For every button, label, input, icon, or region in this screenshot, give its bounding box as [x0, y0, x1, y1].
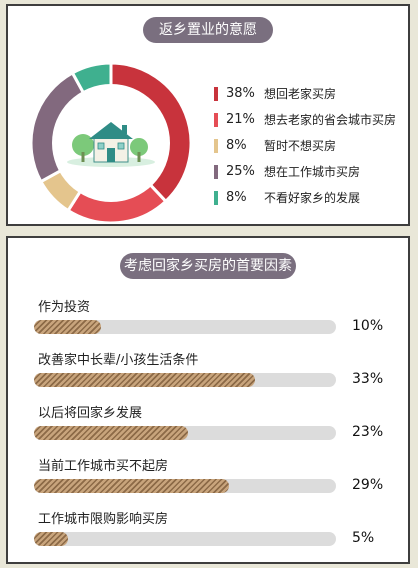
legend-label: 暂时不想买房 [264, 139, 337, 153]
legend-label: 不看好家乡的发展 [264, 191, 361, 205]
bar-category-label: 工作城市限购影响买房 [38, 512, 169, 527]
bar-fill [34, 373, 256, 387]
legend-label: 想回老家买房 [264, 87, 337, 101]
bar-category-label: 作为投资 [38, 300, 91, 315]
bar-fill [34, 426, 189, 440]
house-icon [67, 122, 155, 167]
bar-value-label: 23% [352, 424, 384, 440]
factors-title: 考虑回家乡买房的首要因素 [120, 253, 296, 279]
legend-color-bar [214, 139, 218, 153]
intention-panel: 返乡置业的意愿 38% 想回老家买房 21% 想去老家的省会城市买房 [6, 4, 410, 226]
legend-label: 想去老家的省会城市买房 [264, 113, 397, 127]
legend-color-bar [214, 113, 218, 127]
intention-donut-chart [29, 61, 193, 224]
bar-row: 以后将回家乡发展 23% [34, 402, 394, 462]
legend-percent: 25% [226, 164, 255, 179]
bar-row: 作为投资 10% [34, 296, 394, 356]
legend-percent: 21% [226, 112, 255, 127]
bar-row: 当前工作城市买不起房 29% [34, 455, 394, 515]
legend-color-bar [214, 191, 218, 205]
bar-value-label: 10% [352, 318, 384, 334]
bar-track [34, 532, 336, 546]
bar-fill [34, 320, 102, 334]
bar-track [34, 320, 336, 334]
legend-percent: 38% [226, 86, 255, 101]
bar-fill [34, 532, 68, 546]
bar-row: 改善家中长辈/小孩生活条件 33% [34, 349, 394, 409]
legend-color-bar [214, 87, 218, 101]
intention-title: 返乡置业的意愿 [143, 17, 273, 43]
bar-row: 工作城市限购影响买房 5% [34, 508, 394, 568]
bar-category-label: 改善家中长辈/小孩生活条件 [38, 353, 199, 368]
bar-value-label: 29% [352, 477, 384, 493]
legend-color-bar [214, 165, 218, 179]
bar-track [34, 479, 336, 493]
bar-value-label: 33% [352, 371, 384, 387]
factors-panel: 考虑回家乡买房的首要因素 作为投资 10% 改善家中长辈/小孩生活条件 33% … [6, 236, 410, 564]
bar-value-label: 5% [352, 530, 375, 546]
legend-percent: 8% [226, 138, 247, 153]
bar-track [34, 373, 336, 387]
bar-fill [34, 479, 229, 493]
legend-percent: 8% [226, 190, 247, 205]
bar-category-label: 以后将回家乡发展 [38, 406, 143, 421]
bar-track [34, 426, 336, 440]
legend-label: 想在工作城市买房 [264, 165, 361, 179]
bar-category-label: 当前工作城市买不起房 [38, 459, 169, 474]
